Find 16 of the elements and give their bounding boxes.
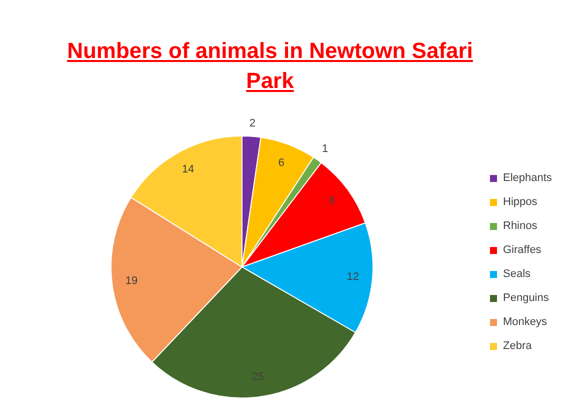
data-label: 6 (278, 156, 284, 169)
legend-label: Penguins (503, 291, 549, 306)
legend-label: Hippos (503, 195, 538, 210)
data-label: 12 (346, 271, 360, 284)
data-label: 14 (182, 164, 194, 176)
data-label: 19 (125, 275, 138, 288)
legend-label: Seals (503, 267, 531, 282)
data-label: 1 (322, 143, 328, 156)
data-label: 2 (249, 117, 256, 130)
legend-label: Elephants (503, 171, 552, 186)
legend-label: Giraffes (503, 243, 542, 258)
chart-title: Numbers of animals in Newtown Safari Park (66, 37, 474, 95)
legend-label: Monkeys (503, 315, 548, 330)
legend-label: Rhinos (503, 219, 538, 234)
data-label: 8 (328, 195, 335, 208)
legend-label: Zebra (503, 339, 532, 354)
